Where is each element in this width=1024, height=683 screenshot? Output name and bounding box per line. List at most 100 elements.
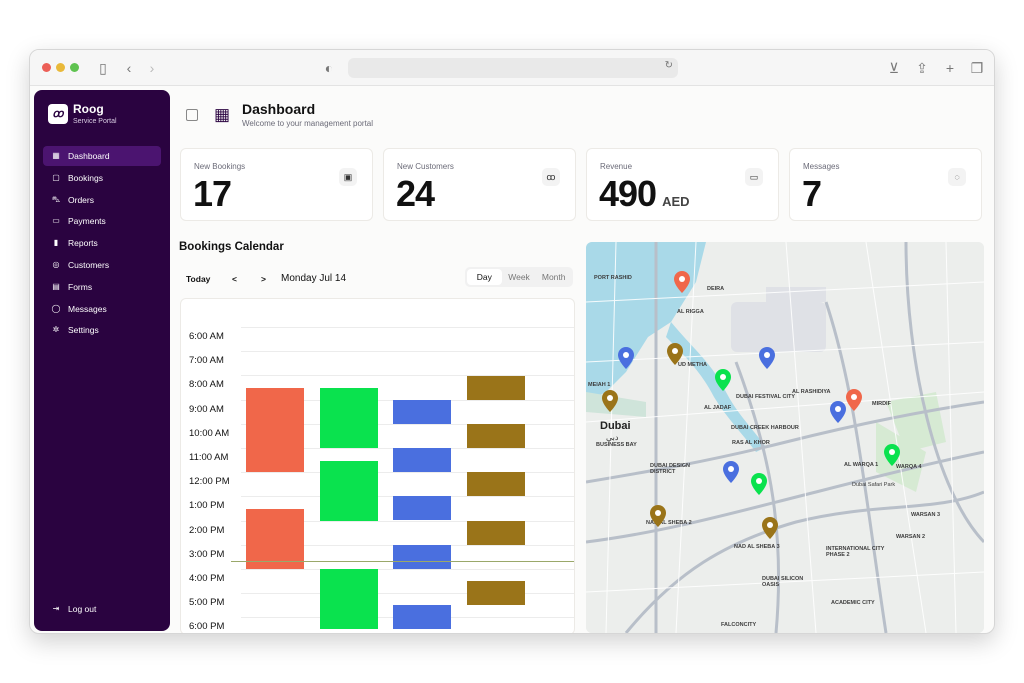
time-label: 12:00 PM xyxy=(189,476,230,488)
sidebar: ꝏ Roog Service Portal ▦ Dashboard ▢ Bookin… xyxy=(34,90,170,631)
booking-event[interactable] xyxy=(467,581,525,605)
map-pin-icon[interactable] xyxy=(723,461,739,483)
map-label: AL RIGGA xyxy=(677,309,704,315)
map-pin-icon[interactable] xyxy=(751,473,767,495)
time-label: 11:00 AM xyxy=(189,452,229,463)
map-label: ACADEMIC CITY xyxy=(831,600,875,606)
booking-event[interactable] xyxy=(467,424,525,448)
booking-event[interactable] xyxy=(320,569,378,629)
booking-event[interactable] xyxy=(467,376,525,400)
map-pin-icon[interactable] xyxy=(618,347,634,369)
privacy-shield-icon[interactable]: ◐ xyxy=(324,60,334,76)
time-label: 5:00 PM xyxy=(189,597,225,609)
back-icon[interactable]: ‹ xyxy=(126,60,132,76)
sidebar-item-bookings[interactable]: ▢ Bookings xyxy=(43,168,161,188)
booking-event[interactable] xyxy=(393,400,451,424)
calendar-check-icon: ▣ xyxy=(339,168,357,186)
booking-event[interactable] xyxy=(467,472,525,496)
sidebar-item-label: Bookings xyxy=(68,172,103,183)
map-pin-icon[interactable] xyxy=(846,389,862,411)
share-icon[interactable]: ⇪ xyxy=(916,60,928,76)
map-pin-icon[interactable] xyxy=(762,517,778,539)
reload-icon[interactable]: ↻ xyxy=(664,60,673,71)
new-tab-icon[interactable]: + xyxy=(945,60,955,76)
hour-line xyxy=(241,351,574,353)
hour-line xyxy=(241,520,574,522)
stat-label: Messages xyxy=(803,162,840,171)
maximize-window-button[interactable] xyxy=(70,63,79,72)
minimize-window-button[interactable] xyxy=(56,63,65,72)
sidebar-item-label: Payments xyxy=(68,216,106,227)
today-button[interactable]: Today xyxy=(186,274,211,284)
grid-icon: ▦ xyxy=(52,151,60,160)
close-window-button[interactable] xyxy=(42,63,51,72)
sidebar-item-customers[interactable]: ◎ Customers xyxy=(43,255,161,275)
map-pin-icon[interactable] xyxy=(830,401,846,423)
map-pin-icon[interactable] xyxy=(759,347,775,369)
stat-unit: AED xyxy=(662,194,690,209)
collapse-sidebar-icon[interactable] xyxy=(186,109,198,121)
time-label: 8:00 AM xyxy=(189,379,224,391)
sidebar-item-forms[interactable]: ▤ Forms xyxy=(43,277,161,297)
booking-event[interactable] xyxy=(246,509,304,569)
next-day-button[interactable]: > xyxy=(261,274,266,284)
booking-event[interactable] xyxy=(467,521,525,545)
sidebar-item-payments[interactable]: ▭ Payments xyxy=(43,211,161,231)
card-icon: ▭ xyxy=(52,216,60,226)
map-label: AL RASHIDIYA xyxy=(792,389,831,395)
document-icon: ▤ xyxy=(52,281,60,291)
map-canvas[interactable] xyxy=(586,242,984,633)
hour-line xyxy=(241,375,574,377)
stat-label: Revenue xyxy=(600,162,633,171)
logout-button[interactable]: ⇥ Log out xyxy=(51,604,97,614)
map-label: DUBAI DESIGN DISTRICT xyxy=(650,463,691,475)
booking-event[interactable] xyxy=(393,605,451,629)
view-week-button[interactable]: Week xyxy=(508,272,530,282)
hour-line xyxy=(241,593,574,595)
sidebar-item-label: Reports xyxy=(68,238,98,249)
time-label: 7:00 AM xyxy=(189,355,224,367)
booking-event[interactable] xyxy=(320,461,378,521)
sidebar-item-reports[interactable]: ▮ Reports xyxy=(43,233,161,253)
map-label: INTERNATIONAL CITY PHASE 2 xyxy=(826,546,885,558)
calendar-day-grid: 6:00 AM 7:00 AM 8:00 AM 9:00 AM 10:00 AM 11:0… xyxy=(180,298,575,633)
view-month-button[interactable]: Month xyxy=(541,272,566,282)
hour-line xyxy=(241,472,574,474)
map-pin-icon[interactable] xyxy=(650,505,666,527)
map-pin-icon[interactable] xyxy=(602,390,618,412)
address-bar[interactable]: ↻ xyxy=(348,58,678,78)
bookings-map[interactable]: PORT RASHID DEIRA AL RIGGA UD METHA AL J… xyxy=(586,242,984,633)
booking-event[interactable] xyxy=(246,388,304,472)
sidebar-toggle-icon[interactable]: ▯ xyxy=(99,60,107,76)
map-pin-icon[interactable] xyxy=(884,444,900,466)
stat-value: 490 AED xyxy=(599,173,690,215)
map-label: AL WARQA 1 xyxy=(844,462,879,468)
view-day-button[interactable]: Day xyxy=(467,269,502,285)
forward-icon[interactable]: › xyxy=(149,60,155,76)
sidebar-nav: ▦ Dashboard ▢ Bookings ⛍ Orders ▭ Payments ▮… xyxy=(43,146,161,342)
map-pin-icon[interactable] xyxy=(715,369,731,391)
map-label: DUBAI SILICON OASIS xyxy=(762,576,804,588)
stat-number: 7 xyxy=(802,173,822,214)
booking-event[interactable] xyxy=(393,448,451,472)
stat-card-revenue: Revenue 490 AED ▭ xyxy=(586,148,779,221)
booking-event[interactable] xyxy=(393,496,451,520)
tabs-overview-icon[interactable]: ❐ xyxy=(970,60,984,76)
stat-label: New Bookings xyxy=(194,162,246,171)
sidebar-item-label: Forms xyxy=(68,281,93,292)
stat-card-new-bookings: New Bookings 17 ▣ xyxy=(180,148,373,221)
map-label: BUSINESS BAY xyxy=(596,442,637,448)
download-icon[interactable]: ⊻ xyxy=(888,60,900,76)
booking-event[interactable] xyxy=(393,545,451,569)
map-pin-icon[interactable] xyxy=(667,343,683,365)
chat-icon: ◌ xyxy=(948,168,966,186)
sidebar-item-orders[interactable]: ⛍ Orders xyxy=(43,190,161,210)
sidebar-item-settings[interactable]: ✲ Settings xyxy=(43,320,161,340)
sidebar-item-dashboard[interactable]: ▦ Dashboard xyxy=(43,146,161,166)
time-label: 6:00 AM xyxy=(189,331,224,342)
map-pin-icon[interactable] xyxy=(674,271,690,293)
brand-logo: ꝏ xyxy=(48,104,68,124)
prev-day-button[interactable]: < xyxy=(232,274,237,284)
booking-event[interactable] xyxy=(320,388,378,448)
sidebar-item-messages[interactable]: ◯ Messages xyxy=(43,299,161,319)
